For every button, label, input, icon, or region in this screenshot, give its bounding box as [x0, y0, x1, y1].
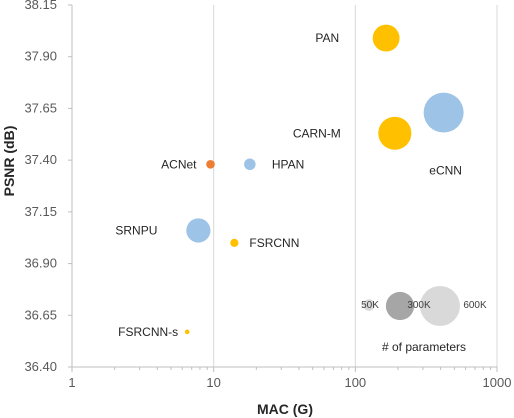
- legend-label-50k: 50K: [361, 300, 379, 311]
- y-tick-label-6: 37.90: [24, 49, 57, 64]
- y-tick-label-5: 37.65: [24, 100, 57, 115]
- point-labels: eCNN PAN CARN-M HPAN ACNet SRNPU FSRCNN FSRCNN-…: [115, 31, 462, 339]
- label-fsrcnn-s: FSRCNN-s: [118, 325, 178, 339]
- y-axis-title: PSNR (dB): [1, 126, 17, 197]
- bubble-fsrcnn: [230, 238, 239, 247]
- y-tick-label-1: 36.65: [24, 307, 57, 322]
- bubble-ecnn: [423, 92, 464, 133]
- label-carn-m: CARN-M: [293, 126, 341, 140]
- bubble-srnpu: [186, 218, 211, 243]
- legend-bubble-300k: [385, 291, 415, 321]
- legend: 50K 300K 600K # of parameters: [361, 286, 487, 354]
- x-tick-label-0: 1: [68, 375, 75, 390]
- label-hpan: HPAN: [272, 157, 304, 171]
- y-tick-label-2: 36.90: [24, 256, 57, 271]
- y-tick-label-4: 37.40: [24, 152, 57, 167]
- legend-bubble-50k: [363, 299, 375, 311]
- bubble-fsrcnn-s: [184, 329, 190, 335]
- label-acnet: ACNet: [161, 157, 197, 171]
- x-tick-label-1: 10: [206, 375, 220, 390]
- x-axis-title: MAC (G): [257, 401, 313, 417]
- label-pan: PAN: [315, 31, 339, 45]
- bubble-hpan: [244, 158, 256, 171]
- axes: 1 10 100 1000 36.40 36.65 36.90 37.15 37.40 37.65…: [24, 0, 511, 390]
- legend-label-600k: 600K: [463, 300, 487, 311]
- bubble-carn-m: [378, 116, 412, 150]
- label-fsrcnn: FSRCNN: [249, 236, 299, 250]
- y-tick-label-3: 37.15: [24, 204, 57, 219]
- legend-bubble-600k: [420, 286, 460, 326]
- bubble-acnet: [206, 159, 215, 169]
- label-srnpu: SRNPU: [115, 223, 157, 237]
- bubbles-layer: [184, 24, 464, 335]
- bubble-pan: [372, 24, 400, 52]
- x-tick-label-3: 1000: [483, 375, 512, 390]
- y-tick-label-7: 38.15: [24, 0, 57, 12]
- label-ecnn: eCNN: [429, 164, 462, 178]
- legend-title: # of parameters: [382, 340, 466, 354]
- y-tick-label-0: 36.40: [24, 359, 57, 374]
- x-tick-label-2: 100: [344, 375, 366, 390]
- legend-label-300k: 300K: [407, 300, 431, 311]
